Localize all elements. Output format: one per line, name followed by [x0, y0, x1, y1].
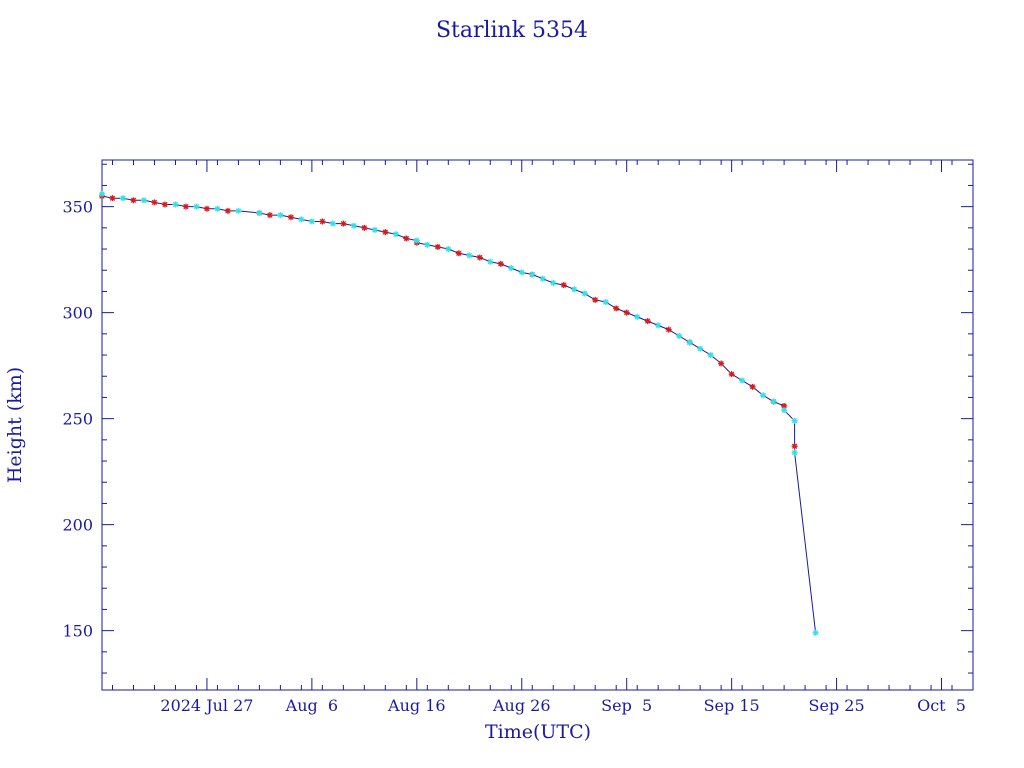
data-point: [266, 212, 273, 219]
data-point: [529, 271, 536, 278]
x-tick-label: Oct 5: [917, 696, 966, 715]
data-point: [476, 254, 483, 261]
y-tick-label: 350: [62, 198, 93, 217]
data-point: [298, 216, 305, 223]
data-point: [791, 417, 798, 424]
data-point: [235, 207, 242, 214]
x-tick-label: Sep 15: [704, 696, 760, 715]
data-point: [613, 305, 620, 312]
data-point: [634, 313, 641, 320]
data-point: [151, 199, 158, 206]
data-point: [581, 290, 588, 297]
y-tick-label: 200: [62, 516, 93, 535]
data-point: [455, 250, 462, 257]
data-point: [214, 205, 221, 212]
data-point: [770, 398, 777, 405]
y-tick-label: 250: [62, 410, 93, 429]
data-point: [466, 252, 473, 259]
data-point: [109, 195, 116, 202]
data-point: [718, 360, 725, 367]
x-tick-label: Aug 26: [492, 696, 551, 715]
data-point: [592, 296, 599, 303]
data-point: [518, 269, 525, 276]
x-tick-label: 2024 Jul 27: [160, 696, 253, 715]
data-point: [119, 195, 126, 202]
data-point: [340, 220, 347, 227]
data-point: [161, 201, 168, 208]
y-tick-label: 300: [62, 304, 93, 323]
x-tick-label: Aug 16: [387, 696, 446, 715]
data-point: [308, 218, 315, 225]
data-point: [550, 279, 557, 286]
data-point: [350, 222, 357, 229]
data-point: [508, 265, 515, 272]
data-point: [140, 197, 147, 204]
x-axis-label: Time(UTC): [485, 721, 591, 743]
data-point: [193, 203, 200, 210]
data-point: [539, 275, 546, 282]
data-point: [371, 226, 378, 233]
data-point: [728, 371, 735, 378]
minor-ticks: [102, 160, 973, 690]
data-point: [182, 203, 189, 210]
data-point: [424, 241, 431, 248]
data-point: [403, 235, 410, 242]
data-point: [224, 207, 231, 214]
y-axis-label: Height (km): [4, 367, 26, 483]
data-point: [739, 377, 746, 384]
data-point: [487, 258, 494, 265]
x-tick-label: Sep 5: [601, 696, 652, 715]
data-point: [434, 243, 441, 250]
data-point: [655, 322, 662, 329]
data-point: [665, 326, 672, 333]
x-tick-label: Aug 6: [285, 696, 338, 715]
data-point: [361, 224, 368, 231]
data-point: [382, 229, 389, 236]
data-point: [791, 449, 798, 456]
data-point: [329, 220, 336, 227]
data-point: [623, 309, 630, 316]
data-point: [791, 443, 798, 450]
data-point: [781, 407, 788, 414]
data-point: [445, 246, 452, 253]
data-points: [99, 190, 819, 636]
y-tick-labels: 150 200 250 300 350: [62, 198, 93, 641]
data-point: [602, 299, 609, 306]
data-point: [676, 332, 683, 339]
data-point: [697, 345, 704, 352]
data-point: [130, 197, 137, 204]
x-tick-label: Sep 25: [809, 696, 865, 715]
data-point: [413, 237, 420, 244]
plot-frame: [101, 159, 974, 691]
data-point: [560, 282, 567, 289]
data-point: [571, 286, 578, 293]
data-point: [812, 629, 819, 636]
data-point: [203, 205, 210, 212]
data-point: [644, 318, 651, 325]
height-line: [101, 193, 817, 633]
data-point: [749, 383, 756, 390]
x-tick-labels: 2024 Jul 27 Aug 6 Aug 16 Aug 26 Sep 5 Sep 15 S…: [160, 696, 966, 715]
data-point: [319, 218, 326, 225]
major-ticks: [102, 160, 973, 690]
data-point: [686, 339, 693, 346]
data-point: [256, 210, 263, 216]
data-point: [392, 231, 399, 238]
y-tick-label: 150: [62, 622, 93, 641]
data-point: [497, 260, 504, 267]
data-point: [99, 190, 105, 197]
data-point: [287, 214, 294, 221]
data-point: [277, 212, 284, 219]
data-point: [760, 392, 767, 399]
chart-title: Starlink 5354: [436, 18, 588, 43]
data-point: [172, 201, 179, 208]
data-point: [707, 352, 714, 359]
